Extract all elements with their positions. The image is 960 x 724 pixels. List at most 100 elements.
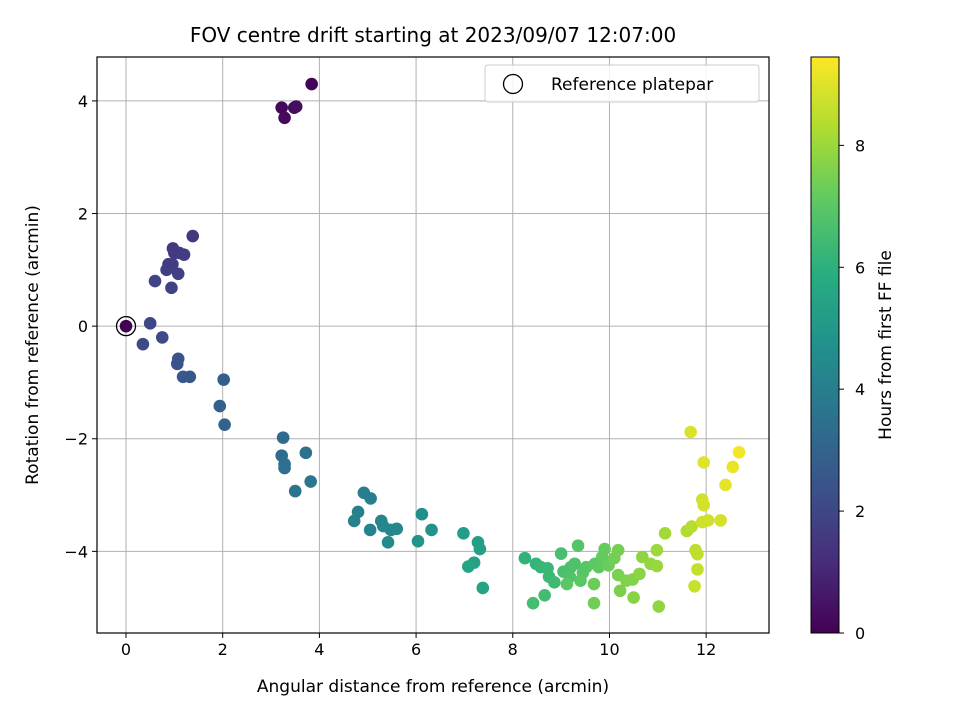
data-point bbox=[688, 579, 701, 593]
data-point bbox=[684, 425, 697, 439]
x-axis-label: Angular distance from reference (arcmin) bbox=[257, 677, 609, 697]
data-point bbox=[155, 331, 169, 344]
data-point bbox=[347, 514, 361, 528]
x-tick-label: 4 bbox=[314, 640, 324, 659]
data-point bbox=[186, 229, 200, 243]
data-point bbox=[363, 523, 377, 537]
data-point bbox=[613, 584, 627, 598]
data-point bbox=[726, 460, 740, 474]
data-point bbox=[461, 560, 475, 573]
colorbar-tick-label: 8 bbox=[855, 136, 865, 155]
data-point bbox=[217, 373, 230, 386]
data-point bbox=[381, 536, 395, 549]
data-point bbox=[685, 520, 698, 533]
data-point bbox=[289, 100, 303, 113]
data-point bbox=[691, 547, 704, 561]
x-tick-label: 10 bbox=[599, 640, 619, 659]
colorbar-tick-label: 0 bbox=[855, 624, 865, 643]
data-point bbox=[650, 559, 664, 573]
y-axis-label: Rotation from reference (arcmin) bbox=[23, 205, 43, 485]
data-point bbox=[305, 77, 318, 91]
y-tick-label: −2 bbox=[64, 430, 88, 449]
grid-lines bbox=[97, 57, 769, 633]
x-axis-ticks: 0 2 4 6 8 10 12 bbox=[121, 633, 716, 659]
data-point bbox=[658, 527, 672, 540]
data-point bbox=[275, 101, 288, 114]
data-point bbox=[183, 370, 197, 384]
data-point bbox=[390, 522, 404, 536]
data-point bbox=[170, 357, 184, 371]
data-point bbox=[473, 542, 487, 556]
colorbar-tick-label: 6 bbox=[855, 258, 865, 277]
legend-label: Reference platepar bbox=[551, 75, 713, 95]
data-point bbox=[719, 478, 732, 492]
data-point bbox=[136, 337, 150, 351]
data-point bbox=[650, 543, 664, 557]
data-point bbox=[554, 547, 568, 560]
colorbar: 0 2 4 6 8 Hours from first FF file bbox=[810, 56, 896, 643]
chart-title: FOV centre drift starting at 2023/09/07 … bbox=[190, 23, 676, 47]
y-tick-label: 4 bbox=[78, 92, 88, 111]
data-point bbox=[119, 319, 133, 333]
data-point bbox=[171, 267, 185, 281]
data-point bbox=[213, 399, 227, 413]
x-tick-label: 6 bbox=[411, 640, 421, 659]
y-tick-label: 2 bbox=[78, 205, 88, 224]
data-point bbox=[627, 591, 640, 604]
data-point bbox=[732, 445, 746, 459]
y-tick-label: −4 bbox=[64, 542, 88, 561]
data-point bbox=[587, 577, 601, 591]
data-point bbox=[598, 542, 611, 556]
data-point bbox=[415, 507, 429, 521]
data-point bbox=[571, 539, 585, 553]
data-point bbox=[592, 560, 606, 574]
data-point bbox=[276, 431, 290, 444]
data-point bbox=[299, 446, 313, 460]
data-point bbox=[526, 596, 540, 610]
data-point bbox=[364, 492, 377, 505]
data-point bbox=[304, 475, 317, 488]
x-tick-label: 8 bbox=[508, 640, 518, 659]
data-point bbox=[574, 574, 587, 587]
data-point bbox=[457, 527, 470, 540]
y-tick-label: 0 bbox=[78, 317, 88, 336]
data-point bbox=[425, 523, 438, 537]
colorbar-label: Hours from first FF file bbox=[876, 250, 896, 440]
colorbar-ticks: 0 2 4 6 8 bbox=[839, 136, 865, 643]
data-point bbox=[278, 461, 291, 475]
data-point bbox=[587, 596, 601, 610]
data-point bbox=[548, 576, 561, 589]
data-point bbox=[560, 577, 574, 591]
data-point bbox=[288, 484, 302, 498]
data-point bbox=[476, 581, 490, 595]
data-point bbox=[697, 456, 711, 469]
colorbar-tick-label: 4 bbox=[855, 380, 865, 399]
data-point bbox=[278, 111, 291, 125]
data-point bbox=[160, 263, 173, 277]
data-point bbox=[652, 600, 666, 613]
data-point bbox=[633, 567, 646, 581]
data-point bbox=[218, 418, 231, 431]
data-point bbox=[148, 274, 162, 288]
data-points bbox=[119, 77, 746, 613]
data-point bbox=[701, 514, 715, 527]
data-point bbox=[177, 248, 191, 261]
legend: Reference platepar bbox=[484, 64, 760, 103]
colorbar-tick-label: 2 bbox=[855, 502, 865, 521]
y-axis-ticks: −4 −2 0 2 4 bbox=[64, 92, 97, 561]
colorbar-gradient bbox=[810, 56, 840, 634]
legend-box bbox=[484, 64, 760, 103]
reference-point-marker bbox=[115, 315, 137, 337]
data-point bbox=[518, 551, 532, 565]
reference-marker bbox=[115, 315, 137, 337]
plot-area-frame bbox=[96, 56, 770, 634]
data-point bbox=[691, 563, 704, 576]
x-tick-label: 0 bbox=[121, 640, 131, 659]
data-point bbox=[568, 557, 581, 571]
data-point bbox=[714, 514, 727, 527]
x-tick-label: 2 bbox=[218, 640, 228, 659]
legend-marker bbox=[502, 73, 524, 95]
data-point bbox=[165, 281, 178, 295]
x-tick-label: 12 bbox=[696, 640, 716, 659]
